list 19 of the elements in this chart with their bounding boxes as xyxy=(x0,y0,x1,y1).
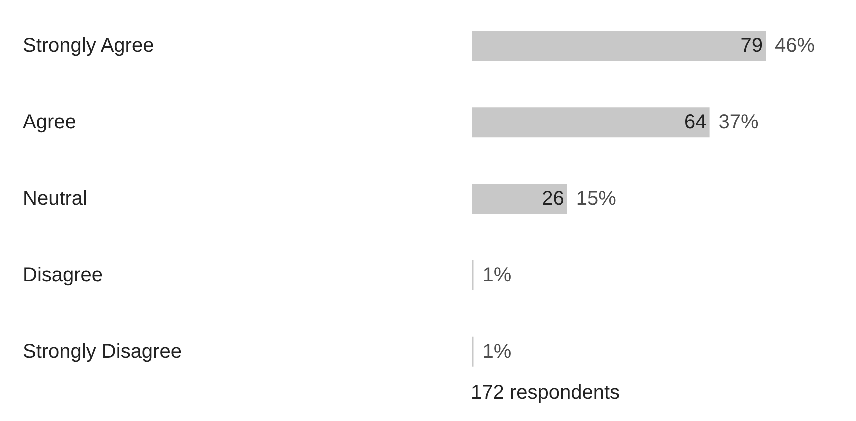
y-tick-label: Strongly Agree xyxy=(23,35,154,58)
annotation: 172 respondents xyxy=(471,382,620,404)
y-tick-label: Agree xyxy=(23,112,76,134)
y-tick-label: Neutral xyxy=(23,188,88,210)
annotation: 37% xyxy=(718,112,760,134)
annotation: 15% xyxy=(576,188,617,210)
annotation: 46% xyxy=(775,35,816,58)
bar xyxy=(471,259,475,292)
annotation: 1% xyxy=(482,340,512,363)
data-label: 26 xyxy=(542,188,564,210)
data-label: 64 xyxy=(684,112,707,134)
bar xyxy=(471,183,568,216)
bar xyxy=(471,106,711,139)
data-label: 79 xyxy=(740,35,763,58)
y-tick-label: Strongly Disagree xyxy=(23,340,182,363)
annotation: 1% xyxy=(482,264,512,286)
y-tick-label: Disagree xyxy=(23,264,104,286)
bar xyxy=(471,30,767,62)
bar xyxy=(471,336,475,368)
